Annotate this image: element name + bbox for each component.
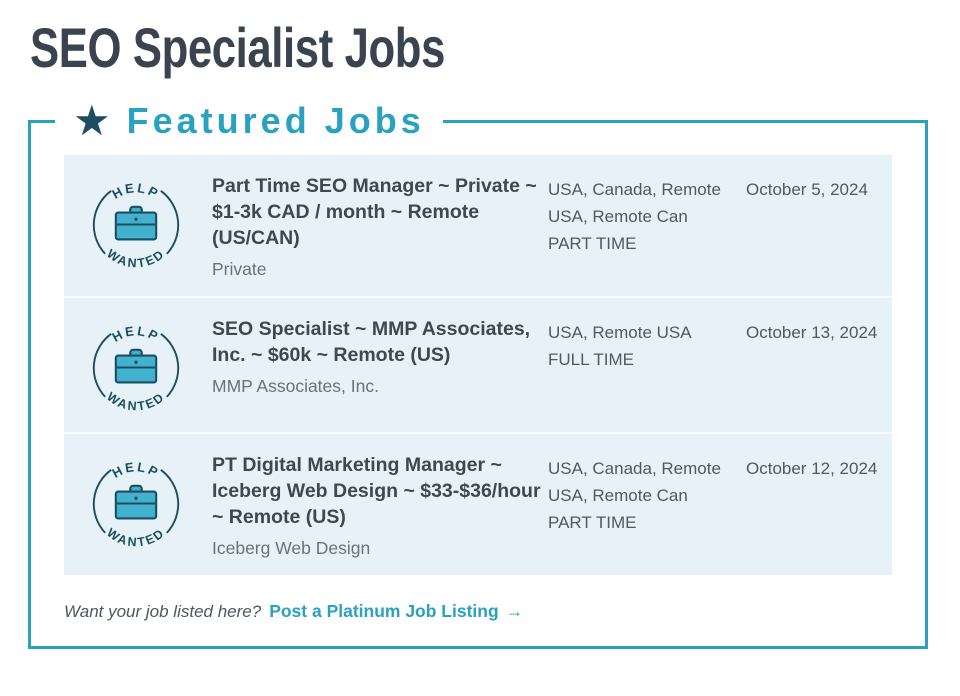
svg-text:HELP: HELP bbox=[110, 323, 163, 345]
job-date: October 5, 2024 bbox=[746, 180, 868, 199]
job-location: USA, Canada, Remote USA, Remote Can bbox=[548, 180, 721, 226]
job-row-part-time-seo-manager[interactable]: HELP WANTED Part Time SEO Manager ~ Priv… bbox=[64, 155, 892, 296]
svg-text:WANTED: WANTED bbox=[104, 526, 167, 550]
job-type: PART TIME bbox=[548, 234, 637, 253]
page-title: SEO Specialist Jobs bbox=[30, 16, 445, 79]
help-wanted-badge-icon: HELP WANTED bbox=[88, 320, 184, 416]
job-location: USA, Remote USA bbox=[548, 323, 692, 342]
job-company: MMP Associates, Inc. bbox=[212, 376, 379, 396]
job-type: FULL TIME bbox=[548, 350, 634, 369]
job-company: Iceberg Web Design bbox=[212, 538, 371, 558]
job-meta: USA, Remote USA FULL TIME bbox=[548, 316, 736, 373]
job-type: PART TIME bbox=[548, 513, 637, 532]
svg-text:HELP: HELP bbox=[110, 459, 163, 481]
job-meta: USA, Canada, Remote USA, Remote Can PART… bbox=[548, 173, 736, 257]
job-main: SEO Specialist ~ MMP Associates, Inc. ~ … bbox=[212, 316, 548, 397]
arrow-right-icon: → bbox=[505, 601, 524, 621]
job-date: October 12, 2024 bbox=[746, 459, 878, 478]
job-main: PT Digital Marketing Manager ~ Iceberg W… bbox=[212, 452, 548, 559]
job-row-pt-digital-marketing-manager[interactable]: HELP WANTED PT Digital Marketing Manager… bbox=[64, 432, 892, 575]
svg-text:WANTED: WANTED bbox=[104, 247, 167, 271]
job-list: HELP WANTED Part Time SEO Manager ~ Priv… bbox=[64, 155, 892, 575]
job-row-seo-specialist[interactable]: HELP WANTED SEO Specialist ~ MMP Associa… bbox=[64, 296, 892, 432]
featured-jobs-header: ★ Featured Jobs bbox=[55, 98, 443, 144]
featured-jobs-heading: Featured Jobs bbox=[126, 100, 425, 141]
cta-prompt: Want your job listed here? bbox=[64, 602, 262, 621]
post-platinum-job-listing-label: Post a Platinum Job Listing bbox=[269, 601, 499, 621]
briefcase-icon bbox=[114, 484, 158, 520]
briefcase-icon bbox=[114, 348, 158, 384]
listing-cta: Want your job listed here? Post a Platin… bbox=[64, 601, 892, 622]
job-meta: USA, Canada, Remote USA, Remote Can PART… bbox=[548, 452, 736, 536]
svg-text:HELP: HELP bbox=[110, 180, 163, 202]
job-company: Private bbox=[212, 259, 267, 279]
job-location: USA, Canada, Remote USA, Remote Can bbox=[548, 459, 721, 505]
job-title-link[interactable]: SEO Specialist ~ MMP Associates, Inc. ~ … bbox=[212, 318, 531, 366]
star-icon: ★ bbox=[73, 97, 111, 144]
job-date: October 13, 2024 bbox=[746, 323, 878, 342]
help-wanted-badge-icon: HELP WANTED bbox=[88, 177, 184, 273]
svg-text:WANTED: WANTED bbox=[104, 390, 167, 414]
job-title-link[interactable]: Part Time SEO Manager ~ Private ~ $1-3k … bbox=[212, 175, 537, 249]
help-wanted-badge-icon: HELP WANTED bbox=[88, 456, 184, 552]
post-platinum-job-listing-link[interactable]: Post a Platinum Job Listing → bbox=[269, 601, 523, 622]
briefcase-icon bbox=[114, 205, 158, 241]
job-main: Part Time SEO Manager ~ Private ~ $1-3k … bbox=[212, 173, 548, 280]
featured-jobs-box: ★ Featured Jobs HELP WANTED bbox=[28, 98, 928, 649]
job-title-link[interactable]: PT Digital Marketing Manager ~ Iceberg W… bbox=[212, 454, 541, 528]
